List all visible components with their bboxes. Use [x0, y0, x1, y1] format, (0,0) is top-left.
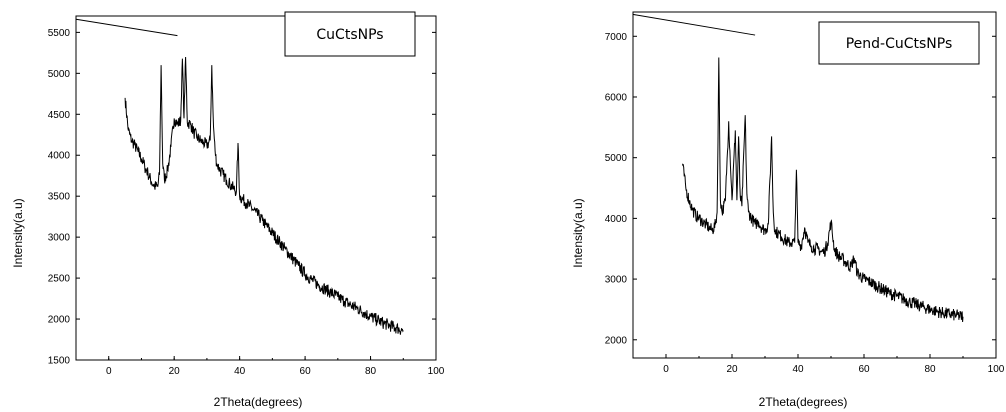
- y-tick-label: 2000: [605, 335, 628, 346]
- y-tick-label: 1500: [48, 356, 71, 367]
- x-axis-label: 2Theta(degrees): [214, 395, 303, 409]
- y-tick-label: 5000: [48, 69, 71, 80]
- y-tick-label: 3500: [48, 192, 71, 203]
- legend-label: CuCtsNPs: [316, 27, 383, 43]
- y-tick-label: 7000: [605, 32, 628, 43]
- legend-label: Pend-CuCtsNPs: [846, 36, 953, 52]
- legend-box: [284, 11, 416, 57]
- y-tick-label: 4000: [48, 151, 71, 162]
- series-line: [124, 56, 404, 335]
- legend-box: [818, 21, 980, 65]
- x-tick-label: 80: [924, 364, 936, 375]
- y-tick-label: 4000: [605, 214, 628, 225]
- x-tick-label: 60: [858, 364, 870, 375]
- y-tick-label: 3000: [605, 275, 628, 286]
- x-tick-label: 100: [988, 364, 1005, 375]
- y-tick-label: 4500: [48, 110, 71, 121]
- plot-frame: [75, 15, 437, 361]
- series-line: [682, 57, 964, 323]
- x-tick-label: 0: [106, 366, 112, 377]
- y-tick-label: 2000: [48, 315, 71, 326]
- x-tick-label: 100: [428, 366, 445, 377]
- x-tick-label: 20: [726, 364, 738, 375]
- y-tick-label: 2500: [48, 274, 71, 285]
- chart-cuctsnps: Intensity(a.u) 2Theta(degrees) 0 20 40 60 80…: [11, 11, 445, 409]
- x-tick-label: 20: [169, 366, 181, 377]
- chart-pend-cuctsnps: Intensity(a.u) 2Theta(degrees) 0 20 40 60 80…: [571, 11, 1005, 409]
- x-tick-label: 80: [365, 366, 377, 377]
- x-tick-label: 0: [663, 364, 669, 375]
- y-tick-label: 5500: [48, 28, 71, 39]
- y-axis-label: Intensity(a.u): [571, 198, 585, 267]
- y-tick-label: 5000: [605, 153, 628, 164]
- y-axis-label: Intensity(a.u): [11, 198, 25, 267]
- x-tick-label: 40: [792, 364, 804, 375]
- x-axis-label: 2Theta(degrees): [759, 395, 848, 409]
- x-tick-label: 60: [300, 366, 312, 377]
- y-tick-label: 6000: [605, 92, 628, 103]
- legend-pointer-line: [75, 18, 178, 37]
- x-tick-label: 40: [234, 366, 246, 377]
- y-tick-label: 3000: [48, 233, 71, 244]
- legend-pointer-line: [632, 13, 756, 36]
- plot-frame: [632, 11, 997, 359]
